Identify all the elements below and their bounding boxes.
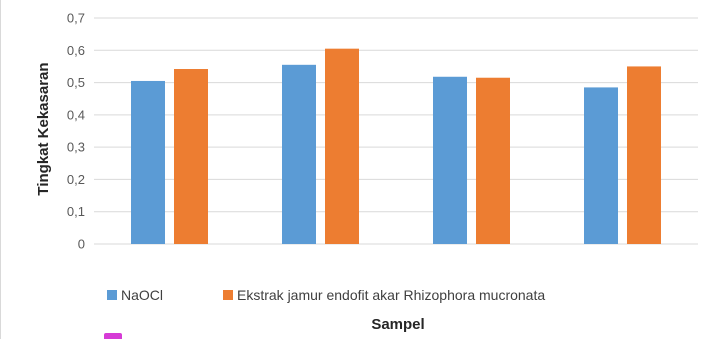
pink-marker xyxy=(104,333,122,339)
x-axis-title: Sampel xyxy=(371,316,424,333)
y-tick-label: 0,4 xyxy=(67,107,85,122)
y-tick-label: 0,6 xyxy=(67,43,85,58)
bars xyxy=(131,48,661,245)
bar-series-0-group-4 xyxy=(584,87,618,245)
legend: NaOCl Ekstrak jamur endofit akar Rhizoph… xyxy=(107,287,545,303)
y-tick-label: 0,5 xyxy=(67,75,85,90)
bar-series-1-group-3 xyxy=(476,77,510,244)
bar-series-1-group-4 xyxy=(627,66,661,244)
y-tick-labels: 0 0,1 0,2 0,3 0,4 0,5 0,6 0,7 xyxy=(67,11,85,252)
bar-series-1-group-1 xyxy=(174,69,208,244)
y-axis-title: Tingkat Kekasaran xyxy=(35,62,52,195)
bar-series-0-group-3 xyxy=(433,76,467,244)
legend-swatch-naocl xyxy=(107,290,117,300)
y-tick-label: 0 xyxy=(78,237,85,252)
y-tick-label: 0,1 xyxy=(67,204,85,219)
bar-series-0-group-1 xyxy=(131,80,165,244)
y-tick-label: 0,3 xyxy=(67,140,85,155)
y-tick-label: 0,2 xyxy=(67,172,85,187)
bar-series-0-group-2 xyxy=(282,64,316,244)
legend-swatch-ekstrak xyxy=(223,290,233,300)
y-tick-label: 0,7 xyxy=(67,11,85,26)
legend-label-ekstrak: Ekstrak jamur endofit akar Rhizophora mu… xyxy=(237,287,545,303)
bar-series-1-group-2 xyxy=(325,48,359,244)
legend-label-naocl: NaOCl xyxy=(121,287,163,303)
